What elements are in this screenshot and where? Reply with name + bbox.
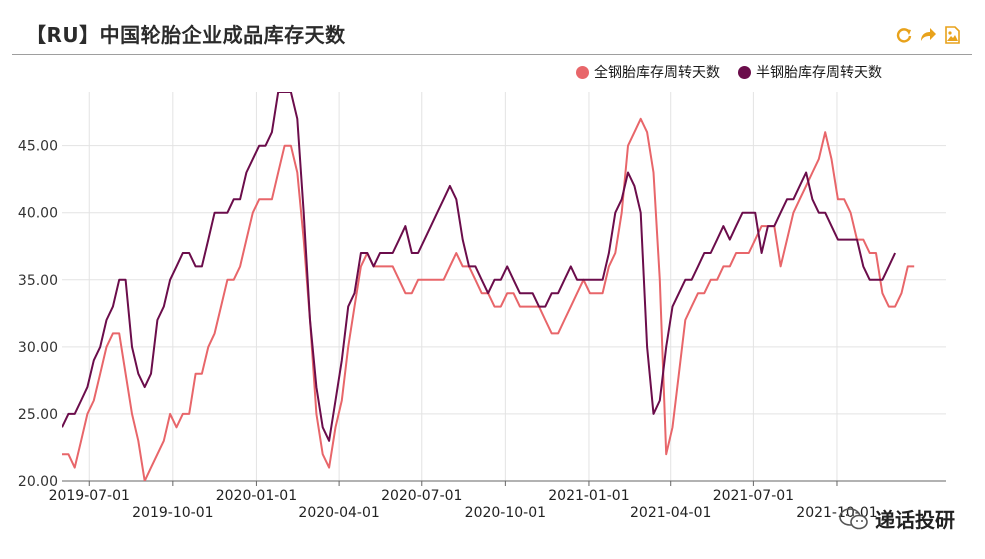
legend-marker-all-steel <box>576 65 589 79</box>
watermark: 递话投研 <box>839 504 955 533</box>
legend-item-semi-steel[interactable]: 半钢胎库存周转天数 <box>738 62 882 82</box>
series-line-semi-steel <box>62 92 897 442</box>
series-line-all-steel <box>62 117 915 481</box>
watermark-text: 递话投研 <box>875 508 955 532</box>
x-tick-label: 2021-04-01 <box>630 505 711 521</box>
x-tick-label: 2019-10-01 <box>132 505 213 521</box>
legend-label-semi-steel: 半钢胎库存周转天数 <box>756 65 882 81</box>
refresh-icon[interactable] <box>895 26 913 44</box>
y-tick-label: 40.00 <box>18 206 58 222</box>
title-bar: 【RU】中国轮胎企业成品库存天数 <box>12 8 972 55</box>
y-tick-label: 45.00 <box>18 139 58 155</box>
legend-label-all-steel: 全钢胎库存周转天数 <box>594 65 720 81</box>
wechat-icon <box>839 507 868 529</box>
chart-title: 【RU】中国轮胎企业成品库存天数 <box>26 23 346 47</box>
legend-item-all-steel[interactable]: 全钢胎库存周转天数 <box>576 62 720 82</box>
legend-marker-semi-steel <box>738 65 751 79</box>
x-tick-label: 2020-10-01 <box>465 505 546 521</box>
chart-toolbar <box>895 26 961 44</box>
x-tick-label: 2021-07-01 <box>713 488 794 504</box>
y-tick-label: 30.00 <box>18 340 58 356</box>
x-tick-label: 2019-07-01 <box>49 488 130 504</box>
x-tick-label: 2020-01-01 <box>216 488 297 504</box>
share-icon[interactable] <box>919 26 937 44</box>
x-tick-label: 2020-04-01 <box>298 505 379 521</box>
chart-legend: 全钢胎库存周转天数 半钢胎库存周转天数 <box>576 62 882 82</box>
save-image-icon[interactable] <box>943 26 961 44</box>
x-tick-label: 2021-01-01 <box>548 488 629 504</box>
y-tick-label: 35.00 <box>18 273 58 289</box>
x-tick-label: 2020-07-01 <box>381 488 462 504</box>
y-tick-label: 20.00 <box>18 474 58 490</box>
y-tick-label: 25.00 <box>18 407 58 423</box>
